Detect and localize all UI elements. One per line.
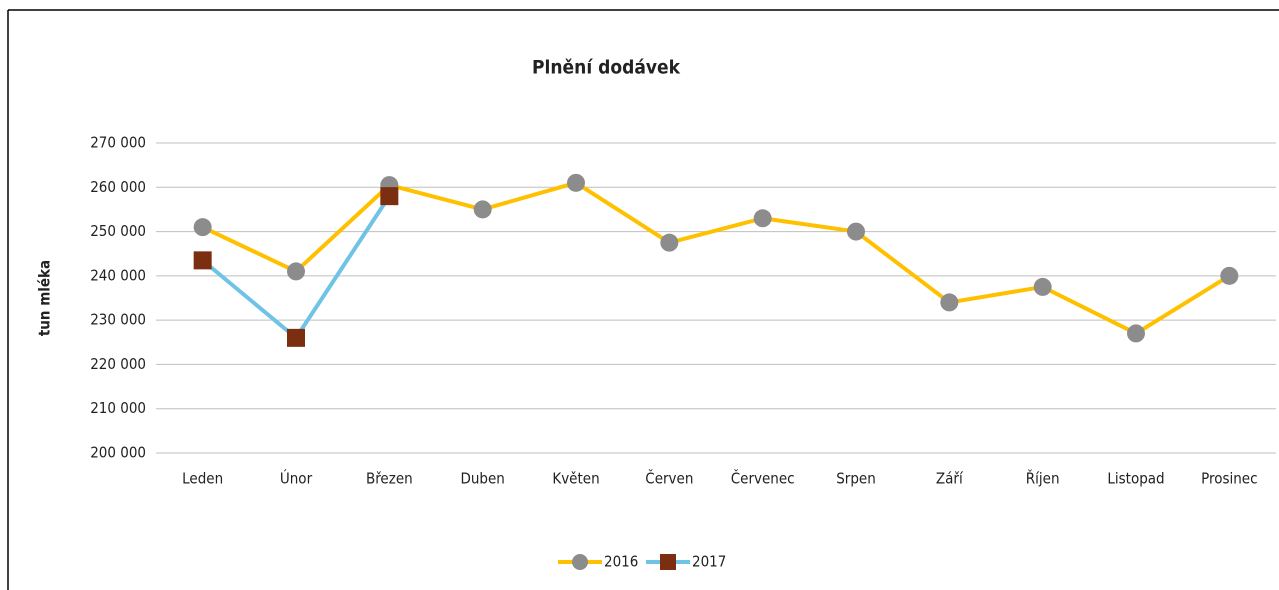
y-tick-label: 210 000 [90,399,146,417]
y-tick-label: 220 000 [90,355,146,373]
x-tick-label: Prosinec [1201,470,1257,488]
y-tick-label: 260 000 [90,178,146,196]
x-tick-label: Listopad [1107,470,1164,488]
data-point [473,200,492,219]
x-tick-label: Srpen [836,470,876,488]
y-tick-label: 240 000 [90,266,146,284]
data-point [567,173,585,192]
legend-marker [660,554,676,570]
data-point [1127,324,1145,343]
data-point [1220,266,1239,285]
x-tick-label: Červen [645,469,693,488]
data-point [660,233,679,252]
y-tick-label: 200 000 [90,444,146,462]
y-tick-label: 270 000 [90,134,146,152]
data-point [193,251,212,270]
y-axis-label: tun mléka [36,260,54,336]
x-tick-label: Říjen [1026,469,1060,488]
data-point [380,187,399,206]
data-point [753,209,772,228]
y-tick-label: 230 000 [90,311,146,329]
x-tick-label: Květen [552,470,599,488]
data-point [193,218,212,237]
x-tick-label: Březen [366,470,413,488]
data-point [287,328,305,347]
x-tick-label: Únor [280,469,313,488]
series-line [201,180,1231,336]
x-tick-label: Leden [182,470,223,488]
data-point [287,262,305,281]
x-tick-label: Září [936,470,964,488]
legend-marker [572,554,588,570]
legend-label: 2017 [692,553,726,571]
x-tick-label: Červenec [731,469,795,488]
chart-title: Plnění dodávek [532,57,681,79]
data-point [1033,277,1052,296]
data-point [847,222,865,241]
data-point [940,293,959,312]
x-tick-label: Duben [460,470,504,488]
legend-label: 2016 [604,553,638,571]
y-tick-label: 250 000 [90,222,146,240]
